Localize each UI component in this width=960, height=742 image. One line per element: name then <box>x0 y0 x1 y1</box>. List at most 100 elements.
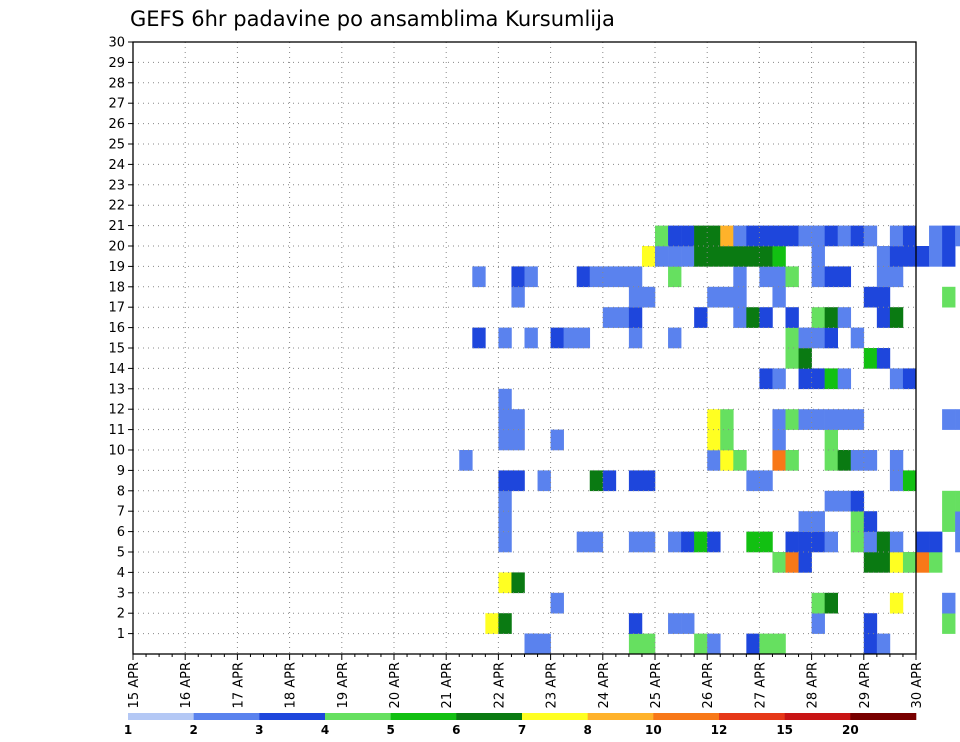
y-tick-label: 11 <box>108 423 125 438</box>
heatmap-cell <box>863 531 878 553</box>
heatmap-cell <box>902 552 917 573</box>
x-tick-label: 22 APR <box>492 662 507 708</box>
heatmap-cell <box>811 531 825 553</box>
heatmap-cell <box>759 307 773 328</box>
heatmap-cell <box>498 327 512 349</box>
y-tick-label: 15 <box>108 342 125 357</box>
x-tick-label: 18 APR <box>284 662 299 708</box>
heatmap-cell <box>641 633 656 655</box>
heatmap-cell <box>707 286 721 308</box>
heatmap-cell <box>798 511 812 532</box>
legend-label: 1 <box>124 723 132 737</box>
x-tick-label: 20 APR <box>388 662 403 708</box>
legend-label: 2 <box>189 723 197 737</box>
heatmap-cell <box>902 246 917 267</box>
heatmap-cell <box>563 327 577 349</box>
heatmap-cell <box>668 266 682 288</box>
heatmap-cell <box>615 266 630 288</box>
heatmap-cell <box>498 409 512 430</box>
heatmap-cell <box>929 531 943 553</box>
heatmap-cell <box>537 633 551 655</box>
y-tick-label: 27 <box>108 97 125 112</box>
heatmap-cell <box>876 266 891 288</box>
heatmap-cell <box>850 409 865 430</box>
heatmap-cell <box>720 429 734 451</box>
heatmap-cell <box>811 592 825 614</box>
heatmap-cell <box>720 225 734 247</box>
heatmap-cell <box>798 225 812 247</box>
heatmap-cell <box>942 490 956 512</box>
y-tick-label: 23 <box>108 178 125 193</box>
heatmap-cell <box>524 266 538 288</box>
heatmap-cell <box>707 633 721 655</box>
heatmap-cell <box>641 470 656 492</box>
y-tick-label: 7 <box>117 505 125 520</box>
heatmap-cell <box>472 327 486 349</box>
heatmap-cell <box>863 552 878 573</box>
heatmap-cell <box>681 246 695 267</box>
x-tick-label: 17 APR <box>231 662 246 708</box>
heatmap-cell <box>863 348 878 369</box>
heatmap-cell <box>811 409 825 430</box>
heatmap-cell <box>942 409 956 430</box>
legend-swatch <box>719 713 785 720</box>
legend-swatch <box>259 713 326 720</box>
y-tick-label: 4 <box>117 566 125 581</box>
heatmap-cell <box>746 531 760 553</box>
heatmap-cell <box>668 225 682 247</box>
heatmap-cell <box>837 307 852 328</box>
heatmap-cell <box>837 368 852 390</box>
x-tick-label: 29 APR <box>858 662 873 708</box>
heatmap-cell <box>628 266 643 288</box>
heatmap-cell <box>798 531 812 553</box>
legend-label: 15 <box>776 723 793 737</box>
heatmap-cell <box>628 470 643 492</box>
heatmap-cell <box>707 246 721 267</box>
heatmap-cell <box>811 613 825 634</box>
heatmap-cell <box>837 409 852 430</box>
heatmap-cell <box>876 307 891 328</box>
heatmap-cell <box>746 246 760 267</box>
heatmap-cell <box>615 307 630 328</box>
heatmap-cell <box>824 225 838 247</box>
heatmap-cell <box>550 327 564 349</box>
heatmap-cell <box>746 225 760 247</box>
heatmap-cell <box>498 511 512 532</box>
heatmap-cell <box>863 613 878 634</box>
heatmap-cell <box>668 246 682 267</box>
legend-swatch <box>653 713 720 720</box>
heatmap-cell <box>772 633 786 655</box>
legend-label: 4 <box>321 723 329 737</box>
heatmap-cell <box>837 225 852 247</box>
heatmap-cell <box>772 266 786 288</box>
heatmap-cell <box>850 511 865 532</box>
heatmap-cell <box>694 307 708 328</box>
heatmap-cell <box>772 246 786 267</box>
heatmap-cell <box>628 307 643 328</box>
heatmap-cell <box>472 266 486 288</box>
heatmap-cell <box>498 613 512 634</box>
heatmap-cell <box>707 409 721 430</box>
legend-label: 8 <box>583 723 591 737</box>
heatmap-cell <box>785 266 799 288</box>
legend-label: 20 <box>842 723 859 737</box>
heatmap-cell <box>707 225 721 247</box>
heatmap-cell <box>694 531 708 553</box>
y-tick-label: 14 <box>108 362 125 377</box>
heatmap-cell <box>694 633 708 655</box>
heatmap-cell <box>863 225 878 247</box>
heatmap-cell <box>733 307 747 328</box>
y-tick-label: 13 <box>108 382 125 397</box>
heatmap-cell <box>876 286 891 308</box>
heatmap-cell <box>668 327 682 349</box>
heatmap-cell <box>955 409 960 430</box>
y-axis-ticks: 1234567891011121314151617181920212223242… <box>108 36 133 642</box>
heatmap-cell <box>602 470 617 492</box>
heatmap-cell <box>798 368 812 390</box>
heatmap-cell <box>641 531 656 553</box>
y-tick-label: 21 <box>108 219 125 234</box>
x-tick-label: 24 APR <box>597 662 612 708</box>
heatmap-cell <box>772 368 786 390</box>
heatmap-cell <box>889 368 904 390</box>
x-axis-ticks: 15 APR 16 APR 17 APR 18 APR 19 APR 20 APR 21 A… <box>127 654 925 708</box>
